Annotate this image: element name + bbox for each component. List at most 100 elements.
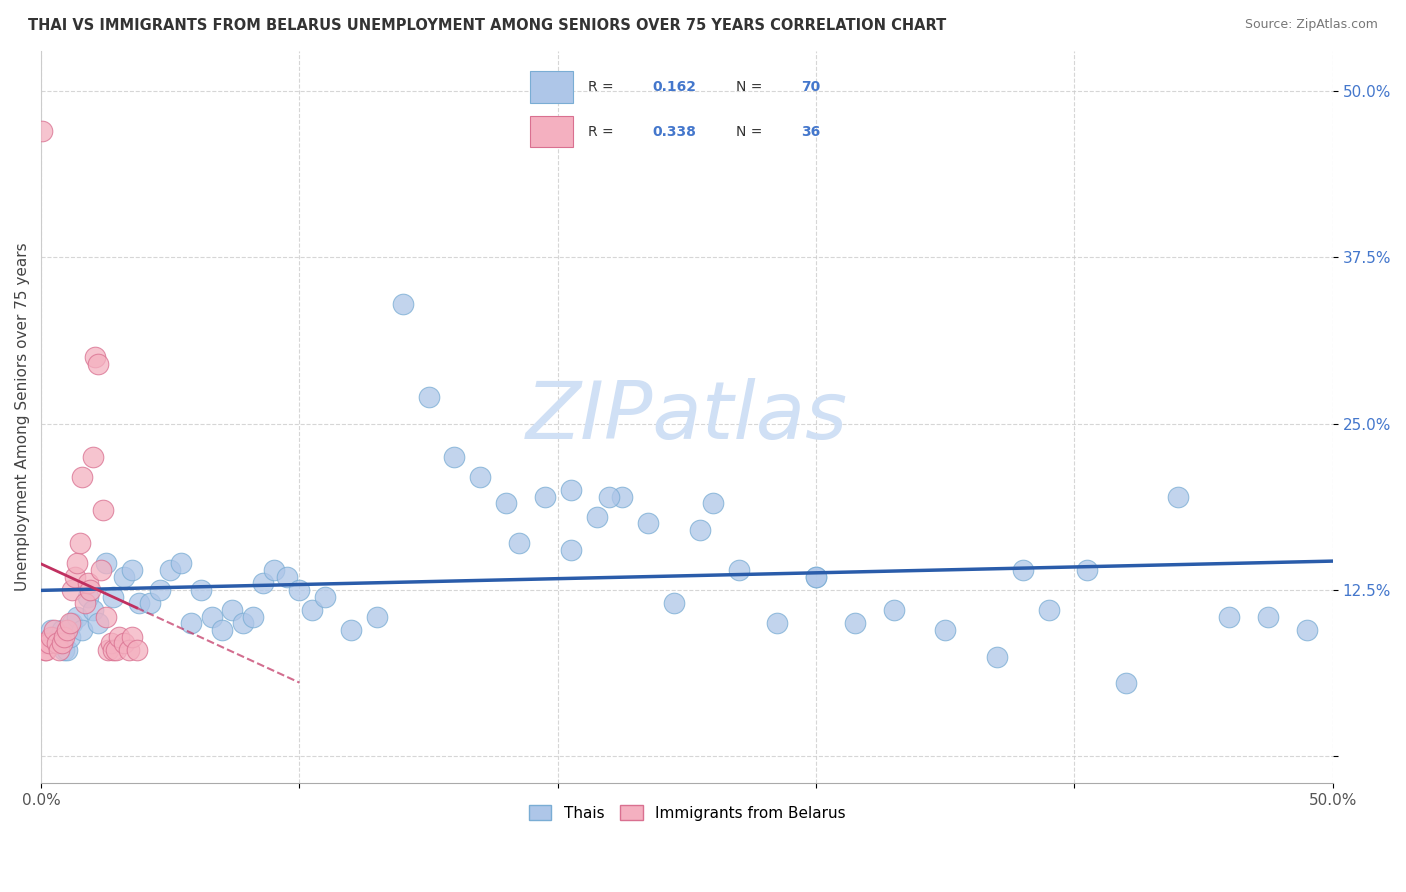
Point [53, 643, 76, 657]
Point [883, 603, 905, 617]
Point [48, 643, 70, 657]
Point [103, 590, 125, 604]
Point [45, 636, 67, 650]
Point [138, 596, 160, 610]
Point [69, 536, 91, 550]
Point [42, 623, 65, 637]
Point [232, 616, 254, 631]
Point [1167, 490, 1189, 504]
Point [51, 636, 73, 650]
Point [103, 643, 125, 657]
Point [32, 636, 55, 650]
Point [211, 623, 233, 637]
Point [82, 603, 104, 617]
Point [41, 623, 63, 637]
Point [804, 569, 827, 583]
Point [87, 616, 110, 631]
Point [60, 616, 83, 631]
Point [94, 557, 117, 571]
Point [66, 609, 89, 624]
Point [38, 636, 60, 650]
Point [87, 357, 110, 371]
Text: THAI VS IMMIGRANTS FROM BELARUS UNEMPLOYMENT AMONG SENIORS OVER 75 YEARS CORRELA: THAI VS IMMIGRANTS FROM BELARUS UNEMPLOY… [28, 18, 946, 33]
Point [201, 609, 224, 624]
Point [508, 536, 530, 550]
Point [72, 470, 94, 484]
Point [159, 563, 181, 577]
Y-axis label: Unemployment Among Seniors over 75 years: Unemployment Among Seniors over 75 years [15, 243, 30, 591]
Point [58, 616, 80, 631]
Point [97, 643, 120, 657]
Point [470, 470, 492, 484]
Point [560, 543, 582, 558]
Point [121, 563, 143, 577]
Point [118, 643, 141, 657]
Point [76, 590, 98, 604]
Point [72, 623, 94, 637]
Point [53, 630, 76, 644]
Point [51, 623, 73, 637]
Point [125, 643, 148, 657]
Point [180, 616, 202, 631]
Point [91, 503, 114, 517]
Point [1011, 563, 1033, 577]
Point [45, 636, 67, 650]
Point [314, 590, 336, 604]
Point [31, 123, 53, 137]
Point [60, 582, 83, 597]
Point [190, 582, 212, 597]
Point [637, 516, 659, 531]
Point [84, 350, 107, 364]
Point [276, 569, 298, 583]
Point [76, 576, 98, 591]
Point [94, 609, 117, 624]
Point [89, 563, 111, 577]
Point [100, 636, 122, 650]
Point [689, 523, 711, 537]
Point [288, 582, 311, 597]
Point [495, 496, 517, 510]
Point [1115, 676, 1137, 690]
Point [105, 643, 128, 657]
Point [1038, 603, 1060, 617]
Point [391, 296, 413, 310]
Point [112, 636, 135, 650]
Point [128, 596, 150, 610]
Point [221, 603, 243, 617]
Point [82, 450, 104, 464]
Point [804, 569, 827, 583]
Point [58, 630, 80, 644]
Point [41, 630, 63, 644]
Point [418, 390, 440, 404]
Point [585, 509, 607, 524]
Point [301, 603, 323, 617]
Text: ZIPatlas: ZIPatlas [526, 378, 848, 456]
Point [56, 623, 79, 637]
Point [79, 582, 101, 597]
Point [534, 490, 557, 504]
Point [766, 616, 789, 631]
Point [934, 623, 956, 637]
Point [612, 490, 634, 504]
Point [252, 576, 274, 591]
Point [727, 563, 749, 577]
Point [63, 569, 86, 583]
Point [340, 623, 363, 637]
Point [107, 630, 129, 644]
Point [986, 649, 1008, 664]
Point [443, 450, 465, 464]
Point [48, 630, 70, 644]
Point [844, 616, 866, 631]
Point [35, 643, 58, 657]
Point [66, 557, 89, 571]
Point [1296, 623, 1319, 637]
Point [73, 596, 96, 610]
Point [598, 490, 620, 504]
Point [34, 643, 56, 657]
Legend: Thais, Immigrants from Belarus: Thais, Immigrants from Belarus [523, 798, 852, 827]
Point [121, 630, 143, 644]
Point [1257, 609, 1279, 624]
Text: Source: ZipAtlas.com: Source: ZipAtlas.com [1244, 18, 1378, 31]
Point [149, 582, 172, 597]
Point [1218, 609, 1240, 624]
